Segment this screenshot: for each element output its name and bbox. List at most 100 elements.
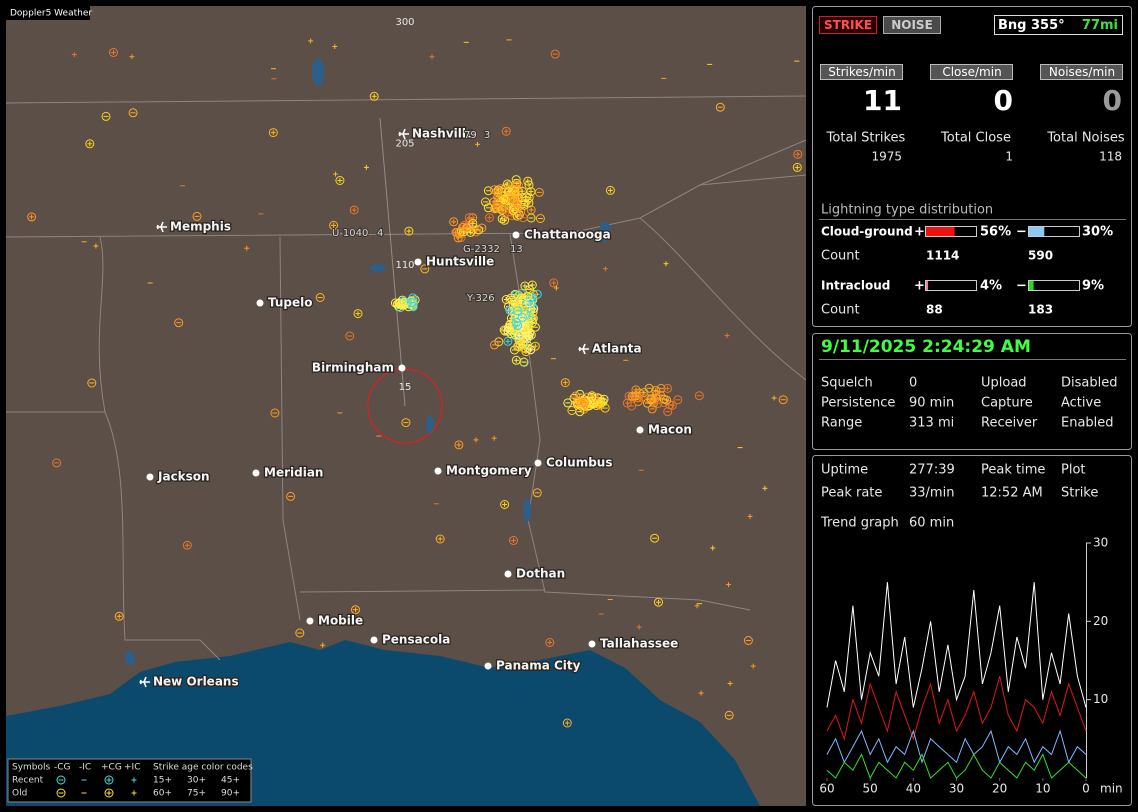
strike-symbol [483, 203, 493, 213]
strike-symbol [654, 597, 663, 607]
distance: 77mi [1082, 18, 1118, 33]
rate-button[interactable] [820, 64, 903, 80]
x-tick-label: 60 [819, 782, 834, 796]
status-cell: Range [821, 416, 862, 431]
strike-symbol [667, 400, 677, 410]
strike-symbol [550, 49, 560, 59]
strike-symbol [518, 303, 528, 313]
strike-symbol [511, 355, 521, 365]
legend-symbol [104, 788, 114, 798]
strike-symbol [268, 128, 278, 138]
strike-ring [511, 189, 520, 199]
stats-cell: Peak time [981, 463, 1045, 478]
strike-symbol [87, 378, 97, 388]
trend-line [826, 582, 1087, 708]
type-name: Cloud-ground [821, 225, 913, 239]
strike-ring [511, 355, 521, 365]
noise-button[interactable] [883, 16, 941, 34]
strike-symbol [694, 603, 700, 609]
y-tick-label: 30 [1093, 536, 1108, 550]
status-cell: Persistence [821, 396, 895, 411]
strike-button[interactable] [819, 16, 877, 34]
strike-ring [335, 176, 345, 185]
strike-symbol [627, 391, 637, 401]
strike-ring [646, 394, 656, 404]
legend-row-name: Recent [12, 776, 44, 786]
strike-ring [511, 318, 521, 327]
strike-ring [408, 298, 418, 307]
strike-ring [631, 385, 641, 395]
total-value: 1 [1005, 150, 1013, 164]
strike-symbol [673, 395, 683, 405]
rate-button[interactable] [1040, 64, 1123, 80]
strike-ring [128, 108, 138, 118]
strike-ring [27, 212, 37, 222]
city-dot [370, 636, 378, 644]
x-tick-label: 20 [992, 782, 1007, 796]
strike-ring [87, 378, 97, 388]
stats-panel [812, 455, 1132, 806]
strike-symbol [491, 435, 497, 441]
strike-ring [663, 407, 673, 417]
sign: + [914, 279, 925, 294]
strike-ring [525, 293, 535, 303]
strike-ring [592, 401, 601, 410]
strike-symbol [129, 54, 135, 60]
strike-symbol [644, 383, 654, 393]
legend-age: 90+ [221, 789, 240, 799]
strike-ring [647, 404, 657, 414]
strike-symbol [524, 198, 534, 208]
pct-label: 30% [1082, 225, 1113, 240]
strike-symbol [663, 261, 669, 267]
strike-ring [454, 440, 464, 450]
pct-bar [1029, 281, 1034, 290]
legend-symbol-header: -CG [54, 763, 71, 773]
strike-ring [506, 329, 516, 338]
lakes [125, 58, 611, 665]
strike-symbol [109, 48, 118, 57]
strike-symbol [602, 266, 608, 272]
strike-ring [575, 407, 585, 417]
pct-bar [1029, 227, 1045, 236]
strike-symbol [52, 458, 62, 468]
strike-symbol [636, 624, 642, 630]
strike-symbol [473, 437, 479, 443]
x-tick-label: 10 [1035, 782, 1050, 796]
strike-symbol [526, 187, 536, 197]
strike-symbol [726, 582, 731, 588]
strike-symbol [724, 333, 730, 339]
strike-symbol [575, 407, 585, 417]
x-tick-label: 50 [863, 782, 878, 796]
strike-symbol [420, 264, 430, 274]
city-dot [398, 364, 406, 372]
stats-cell: Plot [1061, 463, 1086, 478]
strike-symbol [501, 126, 511, 136]
strike-ring [667, 400, 677, 410]
strike-ring [622, 398, 632, 408]
strike-ring [642, 393, 651, 403]
strike-symbol [244, 245, 250, 251]
strike-symbol [85, 139, 95, 149]
strike-symbol [369, 91, 379, 101]
strike-symbol [114, 611, 124, 621]
strike-symbol [747, 513, 753, 519]
strike-ring [659, 398, 669, 407]
strike-symbol [580, 397, 590, 407]
y-tick-label: 10 [1093, 692, 1108, 706]
strike-symbol [454, 440, 464, 450]
range-ring-label: 300 [395, 17, 414, 28]
strike-ring [509, 297, 519, 307]
strike-symbol [513, 202, 523, 212]
strike-symbol [308, 38, 314, 44]
rate-button[interactable] [930, 64, 1013, 80]
strike-symbol [497, 214, 507, 224]
city-label: Dothan [516, 567, 565, 581]
y-tick-label: 20 [1093, 614, 1108, 628]
stats-cell: Strike [1061, 486, 1098, 501]
strike-symbol [553, 285, 559, 291]
strike-ring [329, 220, 339, 230]
city-dot [512, 231, 520, 239]
total-value: 118 [1099, 150, 1122, 164]
strike-symbol [408, 298, 418, 307]
city-label: Jackson [157, 470, 210, 484]
